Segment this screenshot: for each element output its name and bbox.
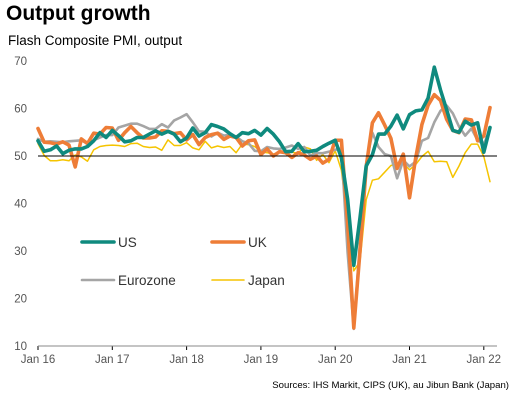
series-line-us bbox=[36, 65, 492, 268]
y-tick-label: 40 bbox=[14, 199, 27, 211]
y-tick-label: 20 bbox=[14, 294, 27, 306]
y-tick-label: 70 bbox=[14, 56, 27, 68]
y-tick-label: 50 bbox=[14, 151, 27, 163]
legend-label-uk: UK bbox=[248, 235, 267, 250]
series-lines bbox=[36, 65, 492, 331]
x-tick-label: Jan 21 bbox=[392, 354, 427, 366]
x-tick-label: Jan 22 bbox=[467, 354, 502, 366]
legend: US UK Eurozone Japan bbox=[80, 235, 285, 288]
chart-subtitle: Flash Composite PMI, output bbox=[8, 33, 183, 48]
x-tick-label: Jan 20 bbox=[318, 354, 353, 366]
chart-source: Sources: IHS Markit, CIPS (UK), au Jibun… bbox=[272, 380, 509, 391]
y-axis-ticks: 10 20 30 40 50 60 70 bbox=[14, 56, 27, 353]
y-tick-label: 10 bbox=[14, 341, 27, 353]
x-tick-label: Jan 16 bbox=[21, 354, 56, 366]
y-tick-label: 60 bbox=[14, 104, 27, 116]
legend-label-us: US bbox=[118, 235, 137, 250]
chart-title: Output growth bbox=[6, 2, 151, 25]
legend-label-japan: Japan bbox=[248, 273, 285, 288]
x-tick-label: Jan 17 bbox=[95, 354, 130, 366]
legend-label-eurozone: Eurozone bbox=[118, 273, 176, 288]
x-axis-ticks: Jan 16 Jan 17 Jan 18 Jan 19 Jan 20 Jan 21 Jan … bbox=[21, 346, 501, 366]
y-tick-label: 30 bbox=[14, 246, 27, 258]
series-line-japan bbox=[37, 139, 491, 272]
x-tick-label: Jan 19 bbox=[244, 354, 279, 366]
x-tick-label: Jan 18 bbox=[169, 354, 204, 366]
